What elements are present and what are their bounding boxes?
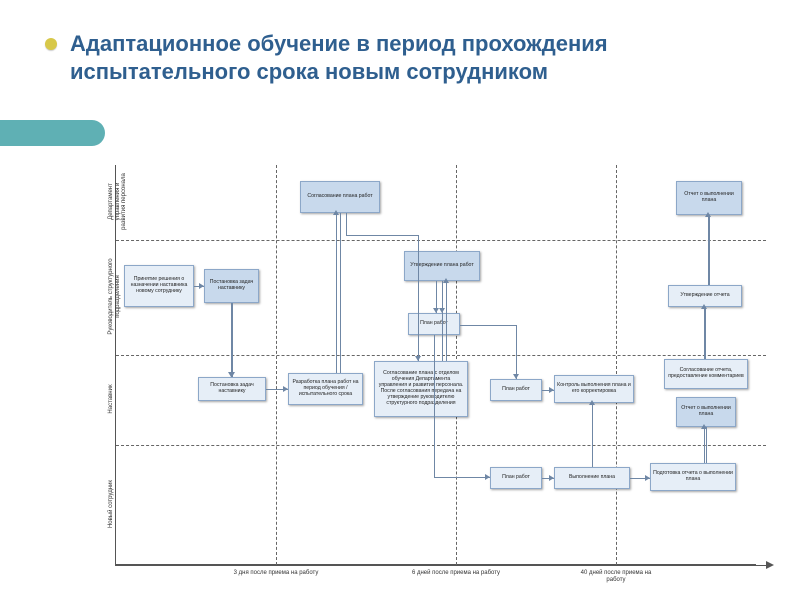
connector: [592, 403, 593, 467]
arrow-icon: [228, 372, 234, 377]
process-box-n10: План работ: [490, 467, 542, 489]
connector: [346, 235, 418, 236]
slide: Адаптационное обучение в период прохожде…: [0, 0, 800, 600]
process-box-n13: Подготовка отчета о выполнении плана: [650, 463, 736, 491]
connector: [346, 213, 347, 235]
lane-label-head: Руководитель структурного подразделения: [108, 242, 121, 351]
process-box-n17: Отчет о выполнении плана: [676, 181, 742, 215]
connector: [706, 427, 707, 463]
arrow-icon: [333, 210, 339, 215]
arrow-icon: [549, 387, 554, 393]
process-box-n2: Постановка задач наставнику: [204, 269, 259, 303]
arrow-icon: [513, 374, 519, 379]
time-divider: [616, 165, 617, 565]
connector: [460, 325, 516, 326]
process-box-n12: Контроль выполнения плана и его корректи…: [554, 375, 634, 403]
accent-bar: [0, 120, 105, 146]
lane-divider: [116, 240, 766, 241]
process-box-n4: Разработка плана работ на период обучени…: [288, 373, 363, 405]
process-box-n7: Утверждение плана работ: [404, 251, 480, 281]
page-title: Адаптационное обучение в период прохожде…: [70, 30, 750, 85]
lane-divider: [116, 445, 766, 446]
connector: [231, 303, 232, 377]
arrow-icon: [701, 304, 707, 309]
arrow-icon: [433, 308, 439, 313]
lane-label-dept: Департамент управления и развития персон…: [108, 167, 128, 236]
arrow-icon: [415, 356, 421, 361]
arrow-icon: [589, 400, 595, 405]
connector: [434, 335, 435, 477]
x-tick-label: 6 дней после приема на работу: [411, 570, 501, 577]
connector: [418, 235, 419, 361]
process-box-n8: План работ: [408, 313, 460, 335]
connector: [434, 477, 490, 478]
lane-label-newemp: Новый сотрудник: [108, 447, 115, 561]
arrow-icon: [439, 308, 445, 313]
process-box-n5: Согласование плана работ: [300, 181, 380, 213]
connector: [705, 307, 706, 359]
connector: [704, 427, 705, 463]
arrow-icon: [701, 424, 707, 429]
arrow-icon: [645, 475, 650, 481]
arrow-icon: [443, 278, 449, 283]
arrow-icon: [549, 475, 554, 481]
swimlane-diagram: Департамент управления и развития персон…: [115, 165, 766, 566]
connector: [516, 325, 517, 379]
connector: [336, 213, 337, 373]
title-bullet-icon: [45, 38, 57, 50]
x-axis-arrow-icon: [766, 561, 774, 569]
process-box-n1: Принятие решения о назначении наставника…: [124, 265, 194, 307]
process-box-n9: План работ: [490, 379, 542, 401]
connector: [708, 215, 709, 285]
arrow-icon: [283, 386, 288, 392]
arrow-icon: [705, 212, 711, 217]
connector: [709, 215, 710, 285]
lane-label-mentor: Наставник: [108, 357, 115, 441]
process-box-n3: Постановка задач наставнику: [198, 377, 266, 401]
process-box-n11: Выполнение плана: [554, 467, 630, 489]
x-axis: [116, 564, 756, 565]
process-box-n6: Согласование плана с отделом обучения Де…: [374, 361, 468, 417]
lane-divider: [116, 355, 766, 356]
connector: [340, 213, 341, 373]
x-tick-label: 3 дня после приема на работу: [231, 570, 321, 577]
x-tick-label: 40 дней после приема на работу: [571, 570, 661, 583]
connector: [704, 307, 705, 359]
arrow-icon: [485, 474, 490, 480]
arrow-icon: [199, 283, 204, 289]
process-box-n14: Отчет о выполнении плана: [676, 397, 736, 427]
connector: [446, 281, 447, 361]
time-divider: [276, 165, 277, 565]
process-box-n15: Согласование отчета, предоставление комм…: [664, 359, 748, 389]
